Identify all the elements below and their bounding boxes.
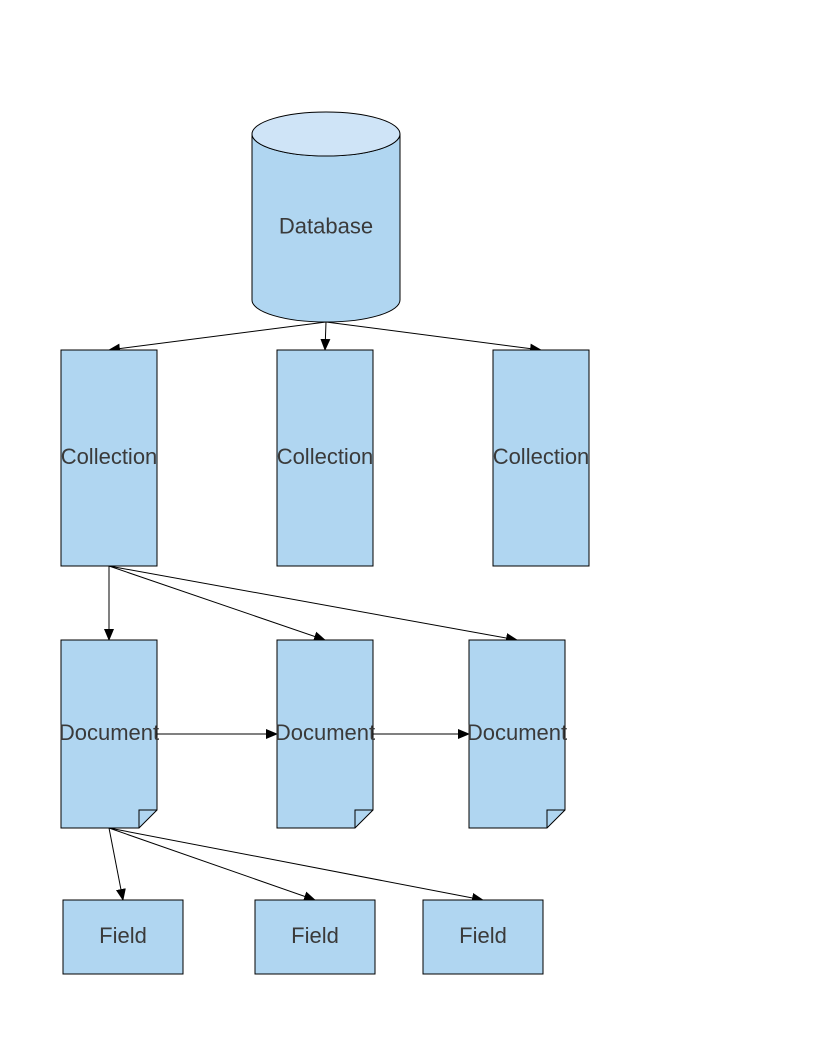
node-label-f3: Field (459, 923, 507, 948)
node-db: Database (252, 112, 400, 322)
node-doc2: Document (275, 640, 375, 828)
edge-db-col2 (325, 322, 326, 350)
node-doc3: Document (467, 640, 567, 828)
node-label-doc2: Document (275, 720, 375, 745)
node-label-doc1: Document (59, 720, 159, 745)
node-label-col1: Collection (61, 444, 158, 469)
node-f2: Field (255, 900, 375, 974)
node-col1: Collection (61, 350, 158, 566)
edge-db-col3 (326, 322, 541, 350)
edge-col1-doc3 (109, 566, 517, 640)
edge-doc1-f3 (109, 828, 483, 900)
node-col2: Collection (277, 350, 374, 566)
node-label-col2: Collection (277, 444, 374, 469)
edge-doc1-f2 (109, 828, 315, 900)
node-label-f2: Field (291, 923, 339, 948)
edge-db-col1 (109, 322, 326, 350)
node-label-db: Database (279, 213, 373, 238)
node-label-f1: Field (99, 923, 147, 948)
node-col3: Collection (493, 350, 590, 566)
diagram-canvas: Database Collection Collection Collection Do… (0, 0, 816, 1056)
edge-doc1-f1 (109, 828, 123, 900)
node-f1: Field (63, 900, 183, 974)
node-label-doc3: Document (467, 720, 567, 745)
node-f3: Field (423, 900, 543, 974)
node-label-col3: Collection (493, 444, 590, 469)
edge-col1-doc2 (109, 566, 325, 640)
node-doc1: Document (59, 640, 159, 828)
